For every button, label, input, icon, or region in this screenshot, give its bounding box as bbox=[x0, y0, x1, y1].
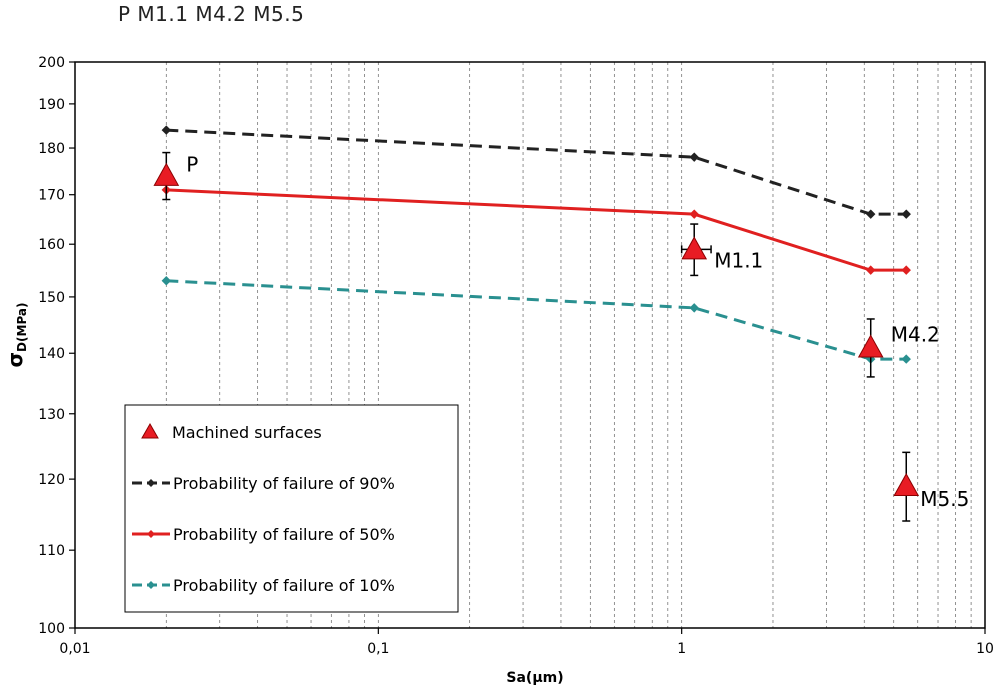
legend-label: Machined surfaces bbox=[172, 423, 322, 442]
series-marker bbox=[901, 354, 911, 364]
legend-label: Probability of failure of 50% bbox=[173, 525, 395, 544]
plot-frame bbox=[74, 61, 986, 629]
machined-surface-marker bbox=[153, 162, 180, 186]
point-label: M5.5 bbox=[920, 487, 969, 511]
series-line bbox=[166, 188, 907, 272]
gridlines bbox=[165, 62, 972, 628]
series-line bbox=[166, 279, 907, 361]
x-axis-ticks: 0,01 0,1 1 10 bbox=[59, 628, 994, 657]
x-tick-label: 10 bbox=[976, 641, 994, 657]
x-axis-label: Sa(µm) bbox=[506, 670, 563, 686]
y-tick-label: 150 bbox=[38, 290, 65, 306]
machined-surface-marker bbox=[893, 472, 920, 497]
y-tick-label: 200 bbox=[38, 55, 65, 71]
y-tick-label: 140 bbox=[38, 346, 65, 362]
legend-box bbox=[124, 404, 459, 613]
series-marker bbox=[901, 209, 911, 219]
point-label: P bbox=[186, 153, 198, 177]
y-tick-label: 180 bbox=[38, 141, 65, 157]
series-marker bbox=[161, 125, 172, 135]
x-tick-label: 1 bbox=[677, 641, 686, 657]
points-layer: P M1.1 M4.2 M5.5 bbox=[153, 151, 969, 522]
y-tick-label: 170 bbox=[38, 188, 65, 204]
machined-surface-marker bbox=[681, 236, 708, 260]
series-marker bbox=[901, 265, 911, 275]
legend-marker bbox=[147, 581, 155, 589]
y-tick-label: 100 bbox=[38, 621, 65, 637]
y-tick-label: 190 bbox=[38, 97, 65, 113]
legend: Machined surfaces Probability of failure … bbox=[124, 404, 459, 613]
y-axis-ticks: 100 110 120 130 140 150 160 170 180 190 200 bbox=[38, 55, 75, 637]
y-tick-label: 130 bbox=[38, 407, 65, 423]
series-marker bbox=[866, 209, 876, 219]
legend-marker bbox=[147, 479, 155, 487]
machined-surface-marker bbox=[857, 334, 884, 358]
y-axis-label-sub: D(MPa) bbox=[15, 302, 29, 351]
point-label: M1.1 bbox=[714, 248, 763, 272]
y-axis-label-main: σ bbox=[3, 352, 27, 368]
x-tick-label: 0,01 bbox=[59, 641, 90, 657]
series-marker bbox=[689, 209, 699, 219]
legend-marker bbox=[147, 530, 155, 538]
series-marker bbox=[689, 152, 699, 162]
series-marker bbox=[866, 265, 876, 275]
y-tick-label: 110 bbox=[38, 543, 65, 559]
legend-triangle-marker bbox=[141, 422, 159, 439]
chart-title: P M1.1 M4.2 M5.5 bbox=[118, 2, 305, 26]
series-marker bbox=[161, 276, 172, 286]
y-tick-label: 160 bbox=[38, 237, 65, 253]
legend-label: Probability of failure of 10% bbox=[173, 576, 395, 595]
point-label: M4.2 bbox=[891, 322, 940, 346]
series-layer bbox=[161, 125, 911, 364]
legend-label: Probability of failure of 90% bbox=[173, 474, 395, 493]
y-tick-label: 120 bbox=[38, 472, 65, 488]
x-tick-label: 0,1 bbox=[367, 641, 389, 657]
series-marker bbox=[689, 303, 699, 313]
y-axis-label: σD(MPa) bbox=[3, 302, 29, 367]
series-line bbox=[166, 128, 907, 216]
